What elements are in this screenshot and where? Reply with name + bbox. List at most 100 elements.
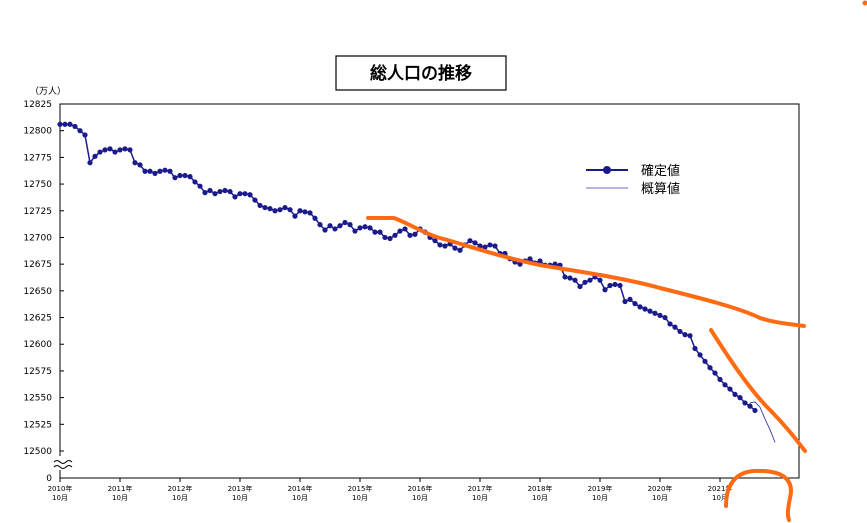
x-tick-year: 2015年: [348, 484, 373, 493]
data-point-confirmed: [237, 191, 243, 197]
data-point-confirmed: [62, 121, 68, 127]
data-point-confirmed: [617, 282, 623, 289]
data-point-confirmed: [657, 312, 663, 319]
data-point-confirmed: [747, 403, 753, 409]
data-point-confirmed: [137, 162, 143, 168]
data-point-confirmed: [387, 235, 393, 242]
data-point-confirmed: [157, 168, 163, 174]
data-point-confirmed: [682, 332, 688, 338]
data-point-confirmed: [472, 240, 478, 246]
data-point-confirmed: [612, 281, 618, 288]
data-point-confirmed: [637, 304, 643, 310]
data-point-confirmed: [302, 209, 308, 215]
y-tick-label: 12550: [23, 394, 52, 404]
data-point-confirmed: [727, 386, 733, 392]
x-tick-year: 2010年: [48, 484, 73, 493]
legend: 確定値 概算値: [586, 163, 680, 197]
data-point-confirmed: [692, 345, 698, 352]
y-tick-label: 12775: [23, 153, 52, 163]
data-point-confirmed: [77, 128, 83, 134]
data-point-confirmed: [207, 187, 213, 194]
data-point-confirmed: [202, 190, 208, 196]
data-point-confirmed: [652, 310, 658, 316]
data-point-confirmed: [352, 228, 358, 234]
y-tick-label: 12700: [23, 233, 52, 243]
data-point-confirmed: [112, 149, 118, 155]
data-point-confirmed: [97, 149, 103, 155]
x-tick-month: 10月: [232, 494, 248, 502]
y-tick-label: 12800: [23, 127, 52, 137]
data-point-confirmed: [407, 232, 413, 238]
data-point-confirmed: [132, 160, 138, 166]
data-point-confirmed: [222, 187, 228, 194]
x-tick-year: 2012年: [168, 484, 193, 493]
data-point-confirmed: [562, 274, 568, 280]
y-tick-label: 12750: [23, 180, 52, 190]
data-point-confirmed: [187, 174, 193, 180]
data-point-confirmed: [587, 277, 593, 283]
data-point-confirmed: [107, 146, 113, 152]
y-tick-label: 12825: [23, 100, 52, 110]
data-point-confirmed: [332, 226, 338, 232]
data-point-confirmed: [92, 153, 98, 159]
y-tick-label: 12650: [23, 287, 52, 297]
data-point-confirmed: [297, 208, 303, 214]
data-point-confirmed: [662, 314, 668, 321]
data-point-confirmed: [627, 296, 633, 302]
data-point-confirmed: [572, 277, 578, 283]
data-point-confirmed: [362, 224, 368, 230]
y-tick-label: 12725: [23, 207, 52, 217]
data-point-confirmed: [707, 365, 713, 371]
plot-area: [59, 103, 800, 479]
x-tick-month: 10月: [532, 494, 548, 502]
data-point-confirmed: [717, 376, 723, 383]
data-point-confirmed: [402, 226, 408, 232]
data-point-confirmed: [142, 168, 148, 174]
legend-confirmed-marker: [603, 166, 611, 174]
x-tick-month: 10月: [412, 494, 428, 502]
chart-title: 総人口の推移: [370, 63, 472, 84]
x-tick-year: 2011年: [108, 484, 133, 493]
data-point-confirmed: [117, 147, 123, 153]
data-point-confirmed: [307, 210, 313, 216]
data-point-confirmed: [642, 306, 648, 312]
data-point-confirmed: [217, 188, 223, 195]
x-tick-month: 10月: [592, 494, 608, 502]
data-point-confirmed: [367, 225, 373, 231]
data-point-confirmed: [272, 208, 278, 214]
data-point-confirmed: [467, 238, 473, 244]
data-point-confirmed: [712, 370, 718, 376]
data-point-confirmed: [262, 204, 268, 211]
data-point-confirmed: [412, 231, 418, 237]
data-point-confirmed: [382, 234, 388, 241]
data-point-confirmed: [337, 223, 343, 229]
data-point-confirmed: [622, 298, 628, 305]
data-point-confirmed: [457, 247, 463, 253]
data-point-confirmed: [607, 282, 613, 289]
x-tick-year: 2021年: [708, 484, 733, 493]
x-tick-year: 2016年: [408, 484, 433, 493]
data-point-confirmed: [282, 204, 288, 211]
data-point-confirmed: [537, 258, 543, 264]
data-point-confirmed: [72, 123, 78, 130]
x-tick-month: 10月: [172, 494, 188, 502]
data-point-confirmed: [687, 333, 693, 339]
data-point-confirmed: [672, 324, 678, 330]
y-unit-label: （万人）: [30, 86, 66, 97]
annotation-circle-2021: [724, 468, 793, 522]
data-point-confirmed: [482, 244, 488, 250]
data-point-confirmed: [372, 229, 378, 235]
data-point-confirmed: [667, 321, 673, 327]
data-point-confirmed: [677, 328, 683, 335]
data-point-confirmed: [737, 395, 743, 401]
legend-estimate-label: 概算値: [641, 181, 680, 197]
data-point-confirmed: [602, 287, 608, 293]
data-point-confirmed: [392, 232, 398, 238]
axis-break-mark-1: [53, 460, 73, 464]
data-point-confirmed: [377, 229, 383, 235]
legend-confirmed-label: 確定値: [641, 163, 680, 179]
data-point-confirmed: [147, 168, 153, 174]
x-tick-month: 10月: [352, 494, 368, 502]
data-point-confirmed: [432, 238, 438, 244]
data-point-confirmed: [342, 219, 348, 226]
